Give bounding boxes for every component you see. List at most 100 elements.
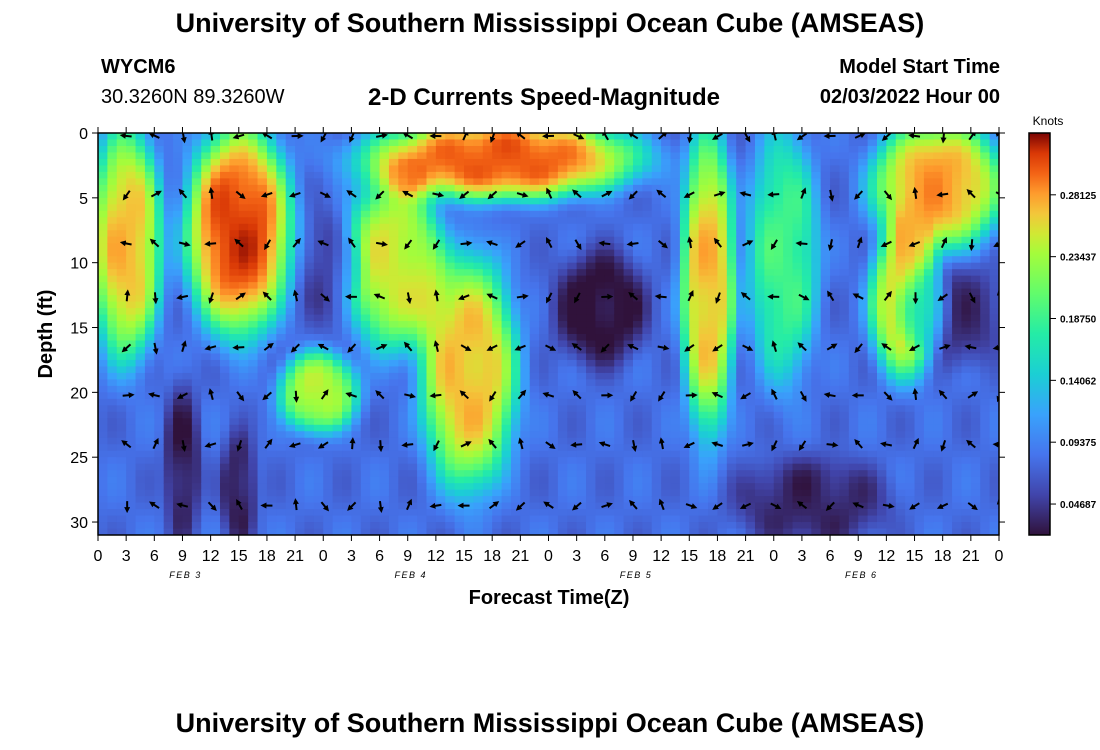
heatmap-cell [473, 463, 484, 471]
heatmap-cell [154, 204, 165, 212]
heatmap-cell [698, 528, 709, 535]
heatmap-cell [661, 217, 672, 225]
heatmap-cell [370, 489, 381, 497]
heatmap-cell [201, 139, 212, 147]
heatmap-cell [210, 457, 221, 465]
heatmap-cell [248, 262, 259, 270]
heatmap-cell [342, 392, 353, 400]
heatmap-cell [604, 139, 615, 147]
heatmap-cell [604, 444, 615, 452]
heatmap-cell [445, 210, 456, 218]
heatmap-cell [126, 171, 137, 179]
heatmap-cell [201, 204, 212, 212]
heatmap-cell [614, 450, 625, 458]
heatmap-cell [548, 321, 559, 329]
heatmap-cell [717, 457, 728, 465]
heatmap-cell [370, 178, 381, 186]
heatmap-cell [595, 262, 606, 270]
heatmap-cell [848, 230, 859, 238]
heatmap-cell [379, 308, 390, 316]
heatmap-cell [501, 178, 512, 186]
heatmap-cell [388, 346, 399, 355]
heatmap-cell [426, 457, 437, 465]
heatmap-cell [126, 366, 137, 374]
heatmap-cell [144, 210, 155, 218]
heatmap-cell [191, 210, 202, 218]
heatmap-cell [445, 444, 456, 452]
heatmap-cell [820, 243, 831, 251]
heatmap-cell [670, 321, 681, 329]
heatmap-cell [191, 522, 202, 530]
heatmap-cell [501, 249, 512, 257]
heatmap-cell [604, 359, 615, 368]
heatmap-cell [548, 327, 559, 335]
heatmap-cell [820, 489, 831, 497]
heatmap-cell [773, 314, 784, 322]
heatmap-cell [285, 346, 296, 355]
heatmap-cell [595, 191, 606, 199]
heatmap-cell [792, 204, 803, 212]
heatmap-cell [304, 340, 315, 348]
heatmap-cell [426, 528, 437, 535]
heatmap-cell [295, 346, 306, 355]
heatmap-cell [679, 133, 690, 141]
heatmap-cell [679, 217, 690, 225]
heatmap-cell [191, 489, 202, 497]
heatmap-cell [360, 301, 371, 309]
heatmap-cell [679, 314, 690, 322]
heatmap-cell [98, 217, 108, 225]
heatmap-cell [417, 295, 428, 303]
heatmap-cell [848, 327, 859, 335]
heatmap-cell [220, 457, 230, 465]
heatmap-cell [473, 476, 484, 484]
heatmap-cell [173, 178, 184, 186]
heatmap-cell [116, 256, 127, 264]
heatmap-cell [623, 444, 634, 452]
heatmap-cell [351, 444, 362, 452]
heatmap-cell [661, 476, 672, 484]
heatmap-cell [398, 230, 409, 238]
heatmap-cell [745, 184, 756, 192]
heatmap-cell [473, 528, 484, 535]
heatmap-cell [454, 366, 465, 374]
heatmap-cell [651, 269, 662, 277]
heatmap-cell [154, 301, 165, 309]
heatmap-cell [623, 437, 634, 445]
heatmap-cell [595, 496, 606, 504]
heatmap-cell [210, 385, 221, 393]
heatmap-cell [398, 321, 409, 329]
heatmap-cell [182, 489, 193, 497]
heatmap-cell [557, 372, 568, 380]
heatmap-cell [830, 515, 841, 523]
heatmap-cell [501, 509, 512, 517]
heatmap-cell [586, 282, 597, 290]
heatmap-cell [783, 256, 794, 264]
heatmap-cell [201, 515, 212, 523]
heatmap-cell [557, 366, 568, 374]
heatmap-cell [398, 288, 409, 296]
heatmap-cell [783, 308, 794, 316]
heatmap-cell [98, 236, 108, 244]
heatmap-cell [388, 275, 399, 283]
heatmap-cell [567, 308, 578, 316]
heatmap-cell [548, 145, 559, 154]
heatmap-cell [398, 210, 409, 218]
heatmap-cell [351, 243, 362, 251]
heatmap-cell [717, 515, 728, 523]
heatmap-cell [482, 223, 493, 231]
heatmap-cell [792, 489, 803, 497]
heatmap-cell [614, 236, 625, 244]
heatmap-cell [623, 509, 634, 517]
heatmap-cell [191, 139, 202, 147]
heatmap-cell [116, 243, 127, 251]
heatmap-cell [454, 359, 465, 368]
heatmap-cell [98, 145, 108, 154]
heatmap-cell [717, 249, 728, 257]
heatmap-cell [482, 145, 493, 154]
heatmap-cell [248, 489, 259, 497]
heatmap-cell [820, 191, 831, 199]
heatmap-cell [135, 243, 146, 251]
heatmap-cell [623, 515, 634, 523]
heatmap-cell [144, 411, 155, 419]
heatmap-cell [210, 444, 221, 452]
